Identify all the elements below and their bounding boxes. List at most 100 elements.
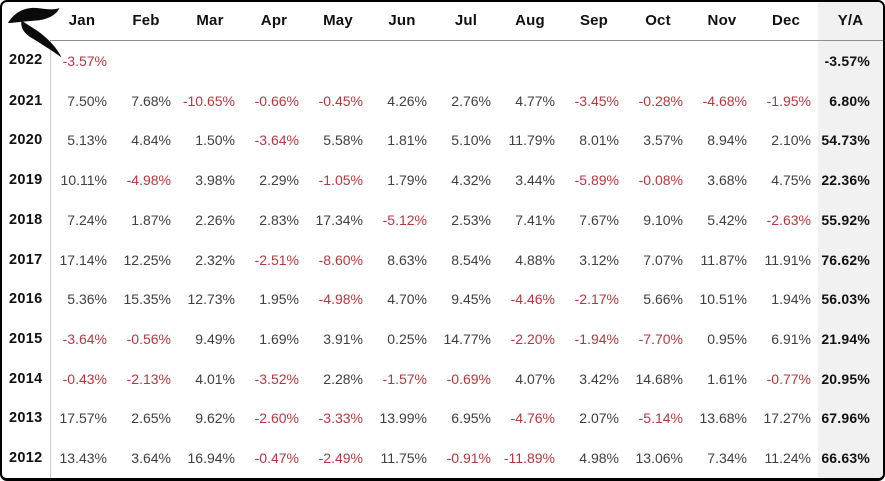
column-header-may: May [306,2,370,41]
return-cell-2015-apr: 1.69% [259,331,299,347]
return-cell-2019-oct: -0.08% [638,172,683,189]
column-header-oct: Oct [626,2,690,41]
return-cell-2021-may: -0.45% [318,92,363,109]
return-cell-2017-sep: 3.12% [579,251,619,268]
return-cell-2018-may: 17.34% [315,211,363,228]
ytd-cell-2016: 56.03% [818,279,883,320]
column-header-mar: Mar [178,2,242,41]
return-cell-2017-jan: 17.14% [59,251,107,268]
return-cell-2021-aug: 4.77% [515,92,555,109]
return-cell-2014-aug: 4.07% [515,370,555,387]
return-cell-2019-jan: 10.11% [60,172,107,189]
ytd-cell-2018: 55.92% [818,200,883,240]
return-cell-2014-feb: -2.13% [126,370,171,387]
return-cell-2017-feb: 12.25% [123,251,171,268]
return-cell-2017-dec: 11.91% [764,251,811,268]
column-header-apr: Apr [242,2,306,41]
return-cell-2022-nov [690,40,754,81]
return-cell-2016-jul: 9.45% [451,291,491,308]
year-row-2017: 2017 17.14% 12.25% 2.32% -2.51% -8.60% 8.63% 8.… [2,239,883,280]
ytd-cell-2022: -3.57% [818,40,883,81]
return-cell-2016-sep: -2.17% [574,291,619,308]
year-label-2018: 2018 [2,200,51,240]
return-cell-2017-may: -8.60% [318,251,363,268]
returns-table-body: 2022 -3.57% -3.57% 2021 7.50% 7.68% -10.65% -0.… [2,40,883,478]
return-cell-2015-nov: 0.95% [707,331,747,347]
return-cell-2012-sep: 4.98% [579,450,619,467]
column-header-jan: Jan [50,2,114,41]
return-cell-2018-jun: -5.12% [382,211,427,228]
column-header-nov: Nov [690,2,754,41]
return-cell-2022-apr [242,40,306,81]
return-cell-2019-dec: 4.75% [771,172,811,189]
return-cell-2021-dec: -1.95% [766,92,811,109]
return-cell-2018-aug: 7.41% [515,211,555,228]
return-cell-2019-mar: 3.98% [195,172,235,189]
return-cell-2022-sep [562,40,626,81]
logo-header-cell [2,2,50,40]
year-label-2017: 2017 [2,239,51,280]
return-cell-2018-apr: 2.83% [259,211,299,228]
return-cell-2014-may: 2.28% [323,370,363,387]
year-label-2012: 2012 [2,438,51,478]
return-cell-2013-sep: 2.07% [579,410,619,427]
year-label-2022: 2022 [2,40,51,81]
return-cell-2021-oct: -0.28% [638,92,683,109]
return-cell-2021-jul: 2.76% [451,92,491,109]
return-cell-2017-aug: 4.88% [515,251,555,268]
return-cell-2019-sep: -5.89% [574,172,619,189]
year-label-2021: 2021 [2,80,51,121]
return-cell-2018-feb: 1.87% [131,211,171,228]
return-cell-2022-aug [498,40,562,81]
return-cell-2016-oct: 5.66% [643,291,683,308]
return-cell-2014-jun: -1.57% [382,370,427,387]
return-cell-2015-mar: 9.49% [195,331,235,347]
return-cell-2022-jul [434,40,498,81]
month-header-row: Jan Feb Mar Apr May Jun Jul Aug Sep Oct Nov Dec Y/A [2,2,883,41]
return-cell-2014-oct: 14.68% [635,370,683,387]
return-cell-2022-jan: -3.57% [62,52,107,69]
ytd-cell-2020: 54.73% [818,120,883,161]
return-cell-2013-dec: 17.27% [763,410,811,427]
ytd-cell-2013: 67.96% [818,398,883,439]
return-cell-2013-feb: 2.65% [131,410,171,427]
year-label-2020: 2020 [2,120,51,161]
return-cell-2018-dec: -2.63% [766,211,811,228]
return-cell-2015-dec: 6.91% [771,331,811,347]
year-row-2022: 2022 -3.57% -3.57% [2,40,883,81]
column-header-feb: Feb [114,2,178,41]
return-cell-2022-mar [178,40,242,81]
year-row-2019: 2019 10.11% -4.98% 3.98% 2.29% -1.05% 1.79% 4.3… [2,160,883,201]
return-cell-2015-aug: -2.20% [510,331,555,347]
return-cell-2016-apr: 1.95% [259,291,299,308]
return-cell-2016-mar: 12.73% [187,291,235,308]
return-cell-2016-dec: 1.94% [771,291,811,308]
return-cell-2016-jan: 5.36% [67,291,107,308]
return-cell-2016-nov: 10.51% [699,291,747,308]
return-cell-2013-apr: -2.60% [254,410,299,427]
return-cell-2013-nov: 13.68% [699,410,747,427]
return-cell-2014-mar: 4.01% [195,370,235,387]
return-cell-2021-mar: -10.65% [182,92,235,109]
return-cell-2013-may: -3.33% [318,410,363,427]
return-cell-2016-aug: -4.46% [510,291,555,308]
return-cell-2020-mar: 1.50% [195,132,235,149]
return-cell-2019-jun: 1.79% [387,172,427,189]
return-cell-2021-feb: 7.68% [131,92,171,109]
column-header-jun: Jun [370,2,434,41]
return-cell-2020-aug: 11.79% [508,132,555,149]
return-cell-2012-nov: 7.34% [707,450,747,467]
return-cell-2017-oct: 7.07% [643,251,683,268]
return-cell-2019-feb: -4.98% [126,172,171,189]
year-row-2012: 2012 13.43% 3.64% 16.94% -0.47% -2.49% 11.75% -… [2,438,883,478]
year-label-2014: 2014 [2,358,51,399]
year-row-2018: 2018 7.24% 1.87% 2.26% 2.83% 17.34% -5.12% 2.53… [2,200,883,240]
year-label-2015: 2015 [2,319,51,359]
return-cell-2012-feb: 3.64% [131,450,171,467]
ytd-cell-2014: 20.95% [818,358,883,399]
return-cell-2013-aug: -4.76% [510,410,555,427]
year-row-2020: 2020 5.13% 4.84% 1.50% -3.64% 5.58% 1.81% 5.10%… [2,120,883,161]
return-cell-2021-apr: -0.66% [254,92,299,109]
return-cell-2017-nov: 11.87% [700,251,747,268]
